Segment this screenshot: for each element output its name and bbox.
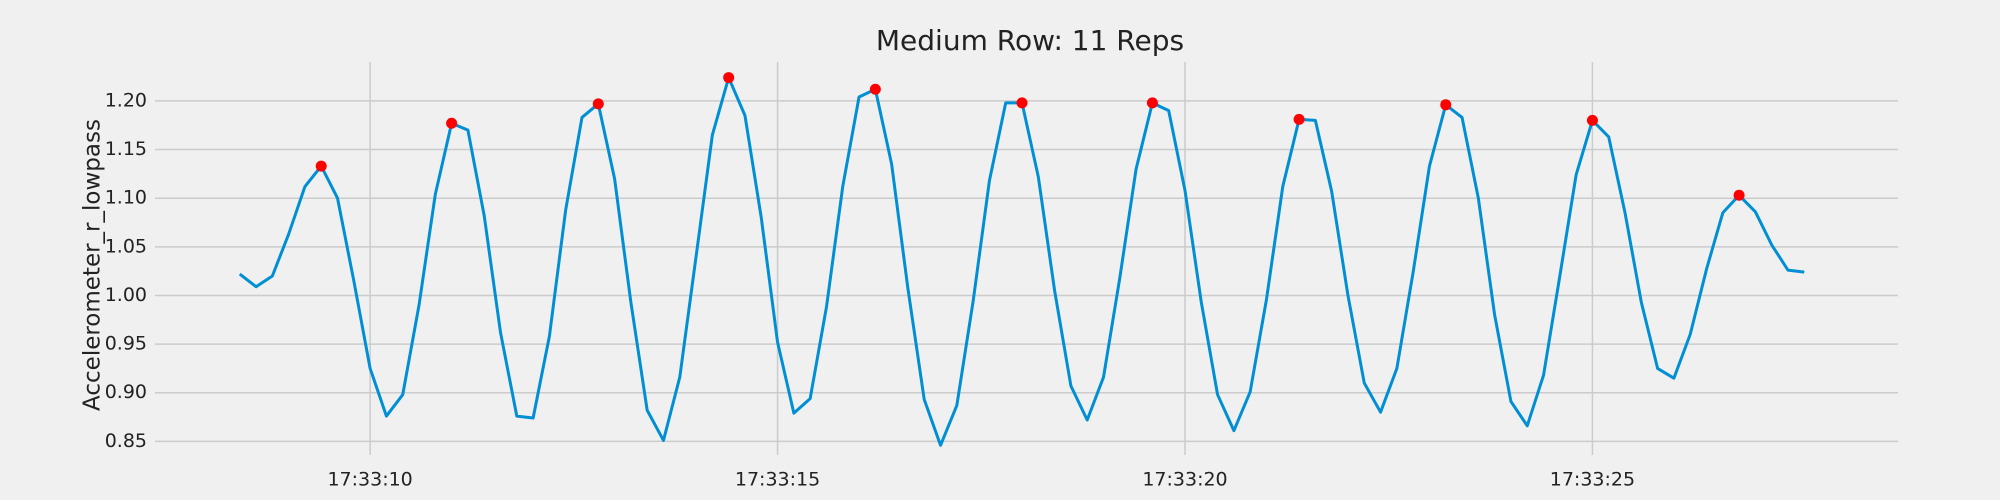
y-tick-label: 1.10: [105, 187, 147, 209]
peak-marker: [1440, 99, 1452, 111]
chart-title: Medium Row: 11 Reps: [876, 24, 1184, 57]
peak-marker: [446, 117, 458, 129]
x-tick-label: 17:33:10: [327, 469, 412, 491]
y-tick-label: 1.00: [105, 284, 147, 306]
peak-marker: [1293, 113, 1305, 125]
peak-marker: [1146, 97, 1158, 109]
peak-marker: [1733, 189, 1745, 201]
y-tick-label: 0.85: [105, 430, 147, 452]
x-tick-label: 17:33:15: [735, 469, 820, 491]
y-axis-label: Accelerometer_r_lowpass: [80, 119, 106, 411]
peak-marker: [723, 72, 735, 84]
x-tick-label: 17:33:20: [1142, 469, 1227, 491]
y-tick-label: 1.20: [105, 89, 147, 111]
y-tick-label: 1.05: [105, 235, 147, 257]
peak-marker: [592, 98, 604, 110]
y-tick-label: 1.15: [105, 138, 147, 160]
peak-marker: [1586, 114, 1598, 126]
peak-marker: [1016, 97, 1028, 109]
peak-marker: [869, 83, 881, 95]
data-line: [238, 76, 1805, 447]
y-tick-label: 0.90: [105, 381, 147, 403]
y-tick-label: 0.95: [105, 333, 147, 355]
x-tick-label: 17:33:25: [1550, 469, 1635, 491]
peak-marker: [315, 160, 327, 172]
